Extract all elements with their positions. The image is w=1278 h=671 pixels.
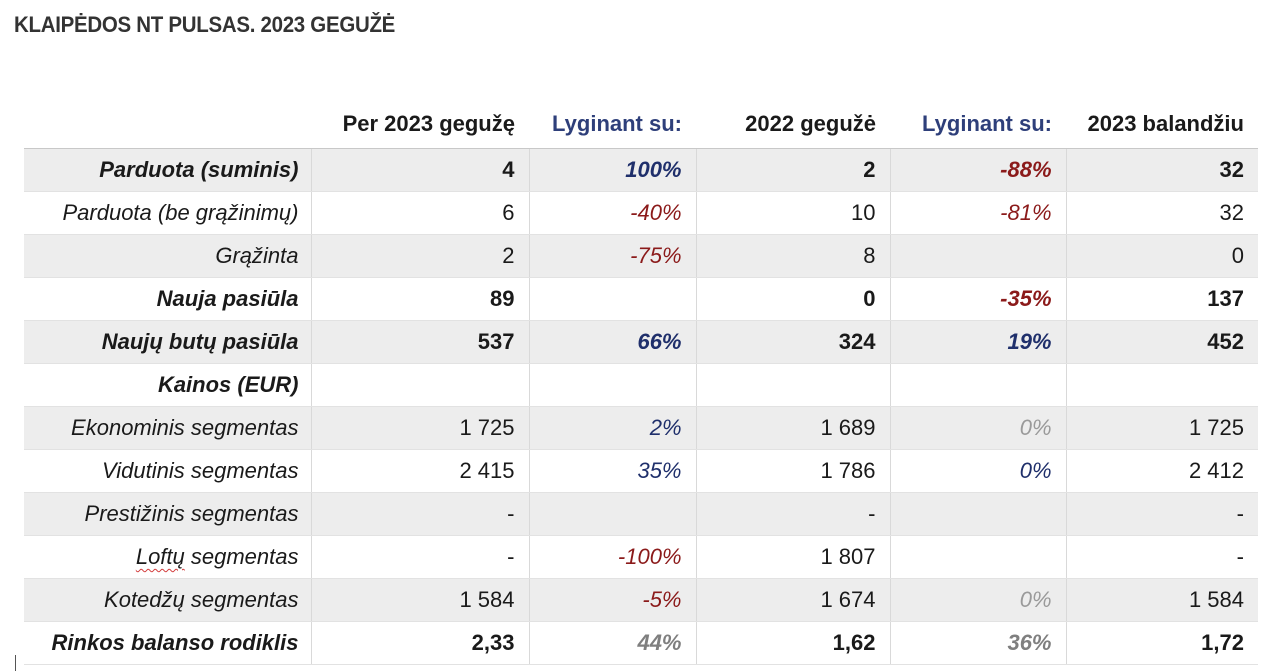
cell-change: 2% [528, 406, 696, 450]
cell-value: 1 584 [310, 578, 529, 622]
header-compare-2: Lyginant su: [890, 100, 1066, 149]
cell-value: 2 415 [310, 449, 529, 493]
cell-value: 137 [1065, 277, 1258, 321]
row-label: Rinkos balanso rodiklis [24, 621, 311, 665]
cell-value: 324 [695, 320, 890, 364]
cell-value: - [310, 535, 529, 579]
header-compare-1: Lyginant su: [529, 100, 696, 149]
row-label: Parduota (be grąžinimų) [24, 191, 311, 235]
cell-change [528, 492, 696, 536]
row-label: Parduota (suminis) [24, 148, 311, 192]
cell-change: 100% [528, 148, 696, 192]
cell-value: 1 674 [695, 578, 890, 622]
cell-value [695, 363, 890, 407]
cell-change [889, 234, 1066, 278]
cell-value: 0 [695, 277, 890, 321]
cell-value: 1 725 [310, 406, 529, 450]
cell-value: 1 786 [695, 449, 890, 493]
table-row: Loftų segmentas - -100% 1 807 - [24, 535, 1258, 579]
cell-change: 66% [528, 320, 696, 364]
cell-value: 0 [1065, 234, 1258, 278]
page-title: KLAIPĖDOS NT PULSAS. 2023 GEGUŽĖ [14, 12, 396, 37]
cell-value: 10 [695, 191, 890, 235]
cell-value: 8 [695, 234, 890, 278]
cell-value: - [1065, 492, 1258, 536]
table-row: Naujų butų pasiūla 537 66% 324 19% 452 [24, 320, 1258, 364]
cell-change: -88% [889, 148, 1066, 192]
cell-change [528, 363, 696, 407]
cell-value: - [1065, 535, 1258, 579]
table-row: Kainos (EUR) [24, 363, 1258, 407]
real-estate-pulse-table: Per 2023 gegužę Lyginant su: 2022 gegužė… [24, 100, 1258, 665]
cell-value: 32 [1065, 191, 1258, 235]
cell-value: 1 689 [695, 406, 890, 450]
cell-value: 89 [310, 277, 529, 321]
cell-value: 2 412 [1065, 449, 1258, 493]
cell-change: -40% [528, 191, 696, 235]
row-label: Kainos (EUR) [24, 363, 311, 407]
table-row: Nauja pasiūla 89 0 -35% 137 [24, 277, 1258, 321]
table-header-row: Per 2023 gegužę Lyginant su: 2022 gegužė… [24, 100, 1258, 149]
text-cursor-line [15, 655, 16, 671]
cell-change [889, 535, 1066, 579]
cell-value [310, 363, 529, 407]
cell-change: -81% [889, 191, 1066, 235]
cell-value: 1 807 [695, 535, 890, 579]
spellcheck-word: Loftų [135, 544, 185, 569]
header-april-2023: 2023 balandžiu [1066, 100, 1258, 149]
cell-change: 0% [889, 406, 1066, 450]
table-row: Vidutinis segmentas 2 415 35% 1 786 0% 2… [24, 449, 1258, 493]
row-label: Loftų segmentas [24, 535, 311, 579]
row-label-rest: segmentas [184, 544, 299, 569]
cell-value: 1,72 [1065, 621, 1258, 665]
header-stub [24, 100, 311, 149]
cell-change: -5% [528, 578, 696, 622]
cell-value: 537 [310, 320, 529, 364]
header-may-2023: Per 2023 gegužę [311, 100, 529, 149]
cell-change: 0% [889, 578, 1066, 622]
cell-value: - [310, 492, 529, 536]
table-row: Grąžinta 2 -75% 8 0 [24, 234, 1258, 278]
cell-value: 2,33 [310, 621, 529, 665]
row-label: Grąžinta [24, 234, 311, 278]
cell-value: 452 [1065, 320, 1258, 364]
cell-value: 2 [310, 234, 529, 278]
cell-value [1065, 363, 1258, 407]
row-label: Naujų butų pasiūla [24, 320, 311, 364]
cell-change: -100% [528, 535, 696, 579]
cell-value: 1 725 [1065, 406, 1258, 450]
cell-change: 0% [889, 449, 1066, 493]
table-row: Ekonominis segmentas 1 725 2% 1 689 0% 1… [24, 406, 1258, 450]
cell-change: -35% [889, 277, 1066, 321]
cell-change: -75% [528, 234, 696, 278]
row-label: Prestižinis segmentas [24, 492, 311, 536]
cell-value: 6 [310, 191, 529, 235]
table-row: Parduota (be grąžinimų) 6 -40% 10 -81% 3… [24, 191, 1258, 235]
table-row: Rinkos balanso rodiklis 2,33 44% 1,62 36… [24, 621, 1258, 665]
row-label: Vidutinis segmentas [24, 449, 311, 493]
cell-value: 1,62 [695, 621, 890, 665]
cell-change [889, 363, 1066, 407]
cell-change: 44% [528, 621, 696, 665]
header-may-2022: 2022 gegužė [696, 100, 890, 149]
cell-value: 1 584 [1065, 578, 1258, 622]
cell-change: 19% [889, 320, 1066, 364]
table-row: Kotedžų segmentas 1 584 -5% 1 674 0% 1 5… [24, 578, 1258, 622]
cell-value: - [695, 492, 890, 536]
cell-change: 36% [889, 621, 1066, 665]
row-label: Ekonominis segmentas [24, 406, 311, 450]
cell-change [528, 277, 696, 321]
cell-change: 35% [528, 449, 696, 493]
cell-value: 4 [310, 148, 529, 192]
table-row: Prestižinis segmentas - - - [24, 492, 1258, 536]
row-label: Kotedžų segmentas [24, 578, 311, 622]
cell-value: 32 [1065, 148, 1258, 192]
cell-change [889, 492, 1066, 536]
table-row: Parduota (suminis) 4 100% 2 -88% 32 [24, 148, 1258, 192]
cell-value: 2 [695, 148, 890, 192]
row-label: Nauja pasiūla [24, 277, 311, 321]
